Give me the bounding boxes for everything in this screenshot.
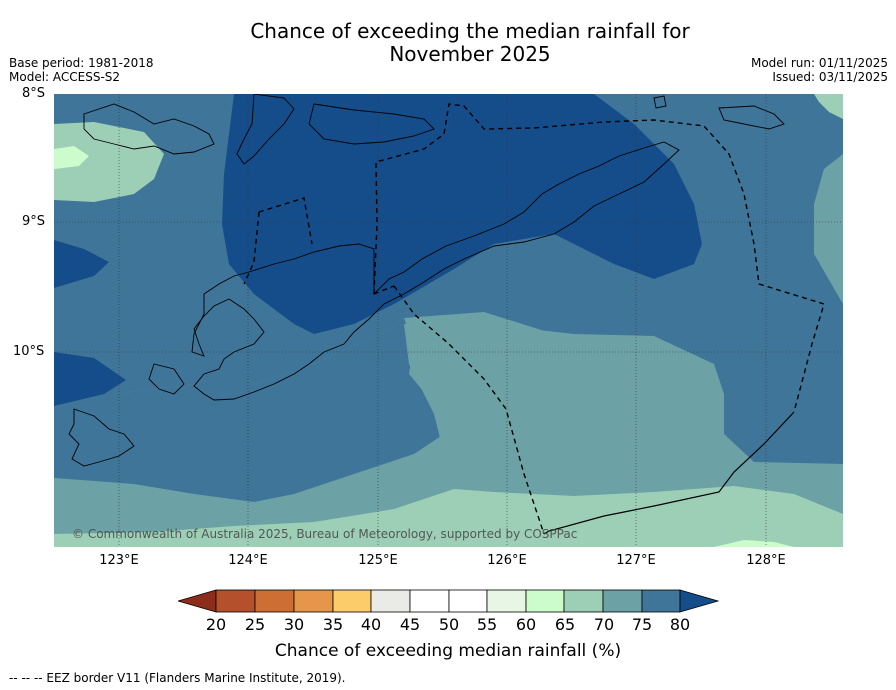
- colorbar-swatch-30-35: [293, 589, 334, 613]
- rainfall-map: © Commonwealth of Australia 2025, Bureau…: [54, 94, 843, 547]
- colorbar-swatch-75-80: [641, 589, 681, 613]
- colorbar-tick-75: 75: [631, 615, 653, 634]
- lon-label-124e: 124°E: [228, 553, 268, 568]
- colorbar-title: Chance of exceeding median rainfall (%): [274, 641, 622, 661]
- coastline-timor: [191, 141, 680, 401]
- colorbar-tick-35: 35: [322, 615, 344, 634]
- title-line-1: Chance of exceeding the median rainfall …: [250, 19, 690, 43]
- contour-65-70-south: [54, 486, 843, 547]
- contour-65-70-northwest: [54, 122, 164, 202]
- lat-label-9s: 9°S: [22, 214, 46, 229]
- meta-right: Model run: 01/11/2025 Issued: 03/11/2025: [751, 56, 888, 84]
- colorbar-tick-70: 70: [593, 615, 615, 634]
- colorbar-swatch-25-30: [254, 589, 295, 613]
- colorbar-tick-55: 55: [476, 615, 498, 634]
- eez-solid-line: [543, 411, 795, 535]
- map-title: Chance of exceeding the median rainfall …: [0, 20, 896, 66]
- title-line-2: November 2025: [389, 42, 551, 66]
- lon-label-125e: 125°E: [358, 553, 398, 568]
- model-text: Model: ACCESS-S2: [9, 70, 121, 84]
- contour-60-65-south: [714, 540, 794, 547]
- coastline-small-islands: [68, 408, 135, 467]
- colorbar: [178, 589, 720, 613]
- colorbar-tick-60: 60: [515, 615, 537, 634]
- colorbar-swatch-55-60: [486, 589, 527, 613]
- coastline-flores-east: [83, 103, 215, 155]
- colorbar-swatch-45-50: [409, 589, 450, 613]
- colorbar-swatch-65-70: [563, 589, 604, 613]
- colorbar-swatch-gt80: [679, 589, 720, 613]
- coastline-east-islet: [653, 95, 667, 109]
- issued-text: Issued: 03/11/2025: [772, 70, 888, 84]
- copyright-text: © Commonwealth of Australia 2025, Bureau…: [72, 527, 577, 541]
- coastlines: [68, 94, 785, 467]
- contour-gt80-central: [222, 94, 702, 334]
- colorbar-tick-30: 30: [283, 615, 305, 634]
- eez-line-north: [243, 103, 825, 413]
- gridlines: [54, 94, 843, 547]
- lon-label-126e: 126°E: [487, 553, 527, 568]
- colorbar-tick-50: 50: [438, 615, 460, 634]
- coastline-alor: [236, 94, 295, 165]
- contour-gt80-west: [54, 240, 109, 288]
- colorbar-tick-80: 80: [669, 615, 691, 634]
- lon-label-127e: 127°E: [616, 553, 656, 568]
- colorbar-tick-20: 20: [205, 615, 227, 634]
- contour-70-75-bulge: [404, 316, 724, 489]
- contour-gt80-southwest: [54, 352, 126, 406]
- lat-label-10s: 10°S: [13, 344, 45, 359]
- eez-border: [243, 103, 825, 535]
- lon-label-128e: 128°E: [746, 553, 786, 568]
- contour-60-65-northwest: [54, 146, 89, 169]
- colorbar-swatch-lt20: [178, 589, 217, 613]
- colorbar-tick-40: 40: [360, 615, 382, 634]
- eez-line-south: [373, 285, 545, 535]
- model-run-text: Model run: 01/11/2025: [750, 56, 888, 70]
- coastline-babar: [718, 105, 785, 130]
- colorbar-tick-45: 45: [399, 615, 421, 634]
- base-period-text: Base period: 1981-2018: [9, 56, 154, 70]
- colorbar-swatch-40-45: [370, 589, 411, 613]
- lon-label-123e: 123°E: [99, 553, 139, 568]
- contour-65-70-northeast: [814, 94, 843, 119]
- colorbar-swatch-35-40: [332, 589, 372, 613]
- colorbar-tick-65: 65: [554, 615, 576, 634]
- coastline-roti: [148, 363, 185, 395]
- meta-left: Base period: 1981-2018 Model: ACCESS-S2: [9, 56, 154, 84]
- contour-75-80-south: [54, 318, 444, 502]
- coastline-wetar: [308, 103, 435, 145]
- colorbar-tick-25: 25: [244, 615, 266, 634]
- eez-footnote: -- -- -- EEZ border V11 (Flanders Marine…: [9, 671, 346, 685]
- colorbar-swatch-50-55: [448, 589, 488, 613]
- lat-label-8s: 8°S: [22, 86, 46, 101]
- colorbar-swatch-60-65: [525, 589, 565, 613]
- colorbar-swatch-20-25: [215, 589, 256, 613]
- colorbar-swatch-70-75: [602, 589, 643, 613]
